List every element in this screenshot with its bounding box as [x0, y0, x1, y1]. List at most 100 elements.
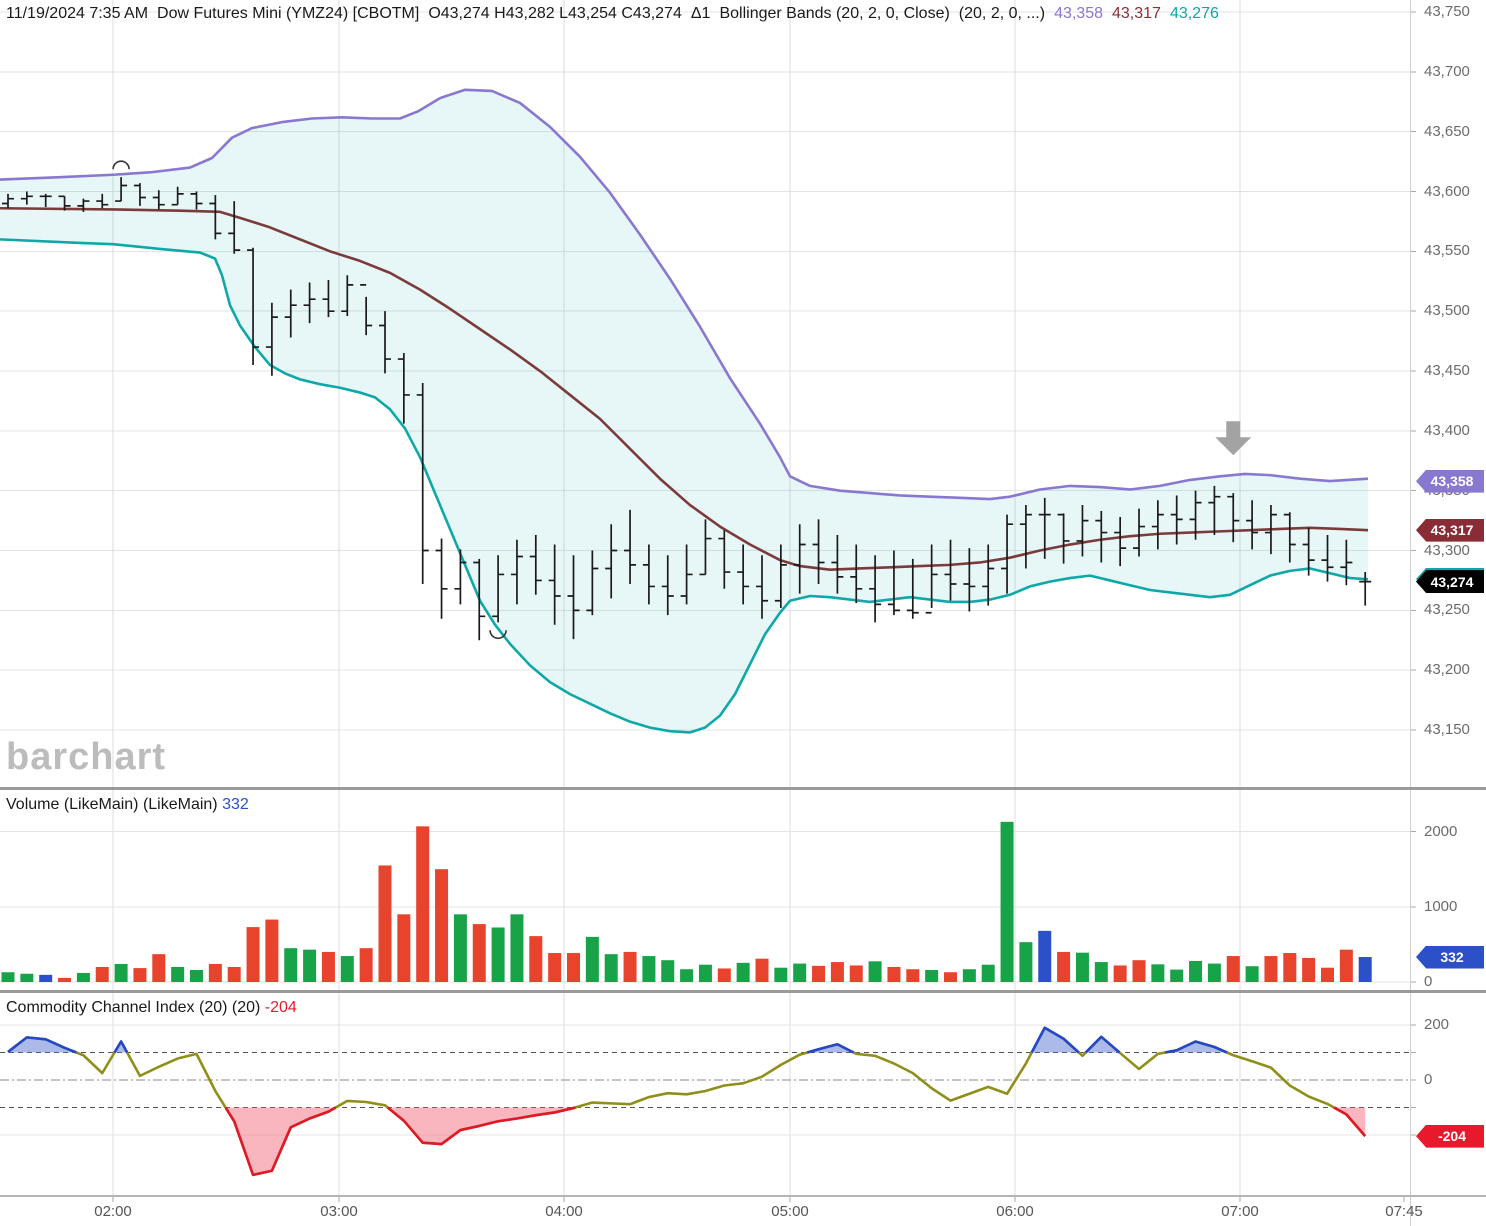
volume-bar [717, 968, 731, 982]
cci-overbought-line [806, 1042, 855, 1054]
arc-down-icon [112, 160, 130, 170]
cci-panel-header: Commodity Channel Index (20) (20) -204 [6, 999, 297, 1017]
volume-bar [1207, 963, 1221, 982]
volume-panel-header: Volume (LikeMain) (LikeMain) 332 [6, 796, 249, 814]
ohlc-bar [1057, 513, 1070, 564]
ohlc-bar [171, 186, 184, 206]
header-delta: Δ1 [690, 5, 711, 22]
time-axis-label: 05:00 [771, 1203, 809, 1220]
ohlc-bar [642, 544, 655, 605]
header-study-name[interactable]: Bollinger Bands (20, 2, 0, Close) [719, 5, 950, 22]
panel-divider-cci[interactable] [0, 990, 1486, 993]
cci-axis-label: 200 [1424, 1016, 1450, 1033]
volume-bar [1151, 964, 1165, 982]
ohlc-bar [1038, 497, 1051, 559]
ohlc-bar [850, 544, 863, 604]
volume-bar [472, 924, 486, 982]
price-axis-label: 43,300 [1424, 541, 1470, 559]
bb-upper-value: 43,358 [1054, 5, 1103, 22]
volume-bar [1321, 967, 1334, 982]
volume-bar [604, 954, 618, 982]
volume-current-value: 332 [222, 796, 249, 813]
volume-bar [1113, 965, 1127, 982]
header-study-params[interactable]: (20, 2, 0, ...) [958, 5, 1046, 22]
header-symbol[interactable]: Dow Futures Mini (YMZ24) [CBOTM] [157, 5, 420, 22]
cci-badge[interactable]: -204 [1416, 1124, 1484, 1148]
barchart-logo: barchart [6, 736, 167, 778]
bollinger-band-fill [0, 89, 1368, 733]
ohlc-bar [1019, 505, 1032, 569]
cci-overbought-fill [8, 1037, 77, 1053]
cci-current-value: -204 [264, 999, 297, 1016]
ohlc-bar [1302, 527, 1315, 576]
cci-overbought-line [7, 1036, 77, 1054]
volume-bar [1057, 951, 1071, 982]
ohlc-bar [20, 191, 33, 205]
volume-bar [1019, 942, 1033, 982]
ohlc-bar [247, 247, 260, 366]
bb-upper-badge[interactable]: 43,358 [1416, 469, 1484, 493]
price-axis-label: 43,200 [1424, 661, 1470, 679]
bollinger-lower-line [0, 238, 1369, 734]
ohlc-bar [96, 193, 109, 209]
header-datetime: 11/19/2024 7:35 AM [6, 5, 149, 22]
ohlc-bar [756, 555, 768, 619]
ohlc-bar [58, 195, 71, 211]
volume-bar [340, 956, 354, 982]
ohlc-bar [492, 555, 505, 623]
volume-bar [1339, 949, 1353, 982]
bb-middle-value: 43,317 [1112, 5, 1161, 22]
ohlc-bar [1321, 534, 1334, 582]
cci-oversold-fill [225, 1107, 336, 1175]
volume-bar [76, 972, 90, 982]
ohlc-bar [982, 544, 995, 606]
volume-bar [962, 969, 976, 982]
ohlc-bar [624, 509, 637, 585]
volume-bar [416, 826, 430, 982]
volume-bar [397, 914, 411, 982]
volume-bar [944, 972, 957, 982]
cci-title[interactable]: Commodity Channel Index (20) (20) [6, 999, 261, 1016]
bb-middle-badge[interactable]: 43,317 [1416, 518, 1484, 542]
volume-bar [133, 968, 147, 982]
time-axis-border [0, 1195, 1486, 1197]
price-axis-label: 43,500 [1424, 302, 1470, 320]
volume-bar [58, 977, 72, 982]
ohlc-bar [680, 544, 693, 605]
ohlc-bar [397, 353, 410, 424]
ohlc-bar [1359, 572, 1372, 606]
volume-bar [1094, 962, 1108, 982]
panel-divider-volume[interactable] [0, 787, 1486, 790]
ohlc-bar [586, 550, 599, 616]
volume-bar [548, 953, 562, 982]
price-axis-label: 43,150 [1424, 721, 1470, 739]
volume-bar [868, 961, 882, 982]
volume-bar [1, 972, 15, 982]
ohlc-bar [1151, 500, 1164, 550]
price-axis-label: 43,550 [1424, 242, 1470, 260]
volume-bar [265, 919, 279, 982]
price-axis-label: 43,450 [1424, 362, 1470, 379]
volume-bar [435, 869, 449, 982]
price-axis-border [1410, 0, 1411, 1226]
ohlc-bar [1001, 514, 1014, 594]
volume-bar [812, 965, 826, 982]
last-price-badge[interactable]: 43,274 [1416, 570, 1484, 594]
ohlc-bar [718, 530, 731, 589]
volume-badge[interactable]: 332 [1416, 945, 1484, 969]
volume-bar [925, 969, 939, 982]
volume-bar [830, 962, 844, 982]
cci-line [7, 1026, 1367, 1177]
volume-bar [736, 962, 750, 982]
price-axis-label: 43,250 [1424, 601, 1470, 619]
ohlc-bar [360, 283, 373, 336]
volume-bar [529, 936, 543, 982]
volume-bar [39, 974, 53, 982]
ohlc-bar [567, 555, 580, 640]
ohlc-bar [1114, 517, 1127, 567]
volume-title[interactable]: Volume (LikeMain) (LikeMain) [6, 796, 218, 813]
ohlc-bar [209, 195, 222, 240]
ohlc-bar [906, 558, 919, 619]
volume-bar [1038, 930, 1052, 982]
cci-overbought-fill [1085, 1036, 1120, 1053]
